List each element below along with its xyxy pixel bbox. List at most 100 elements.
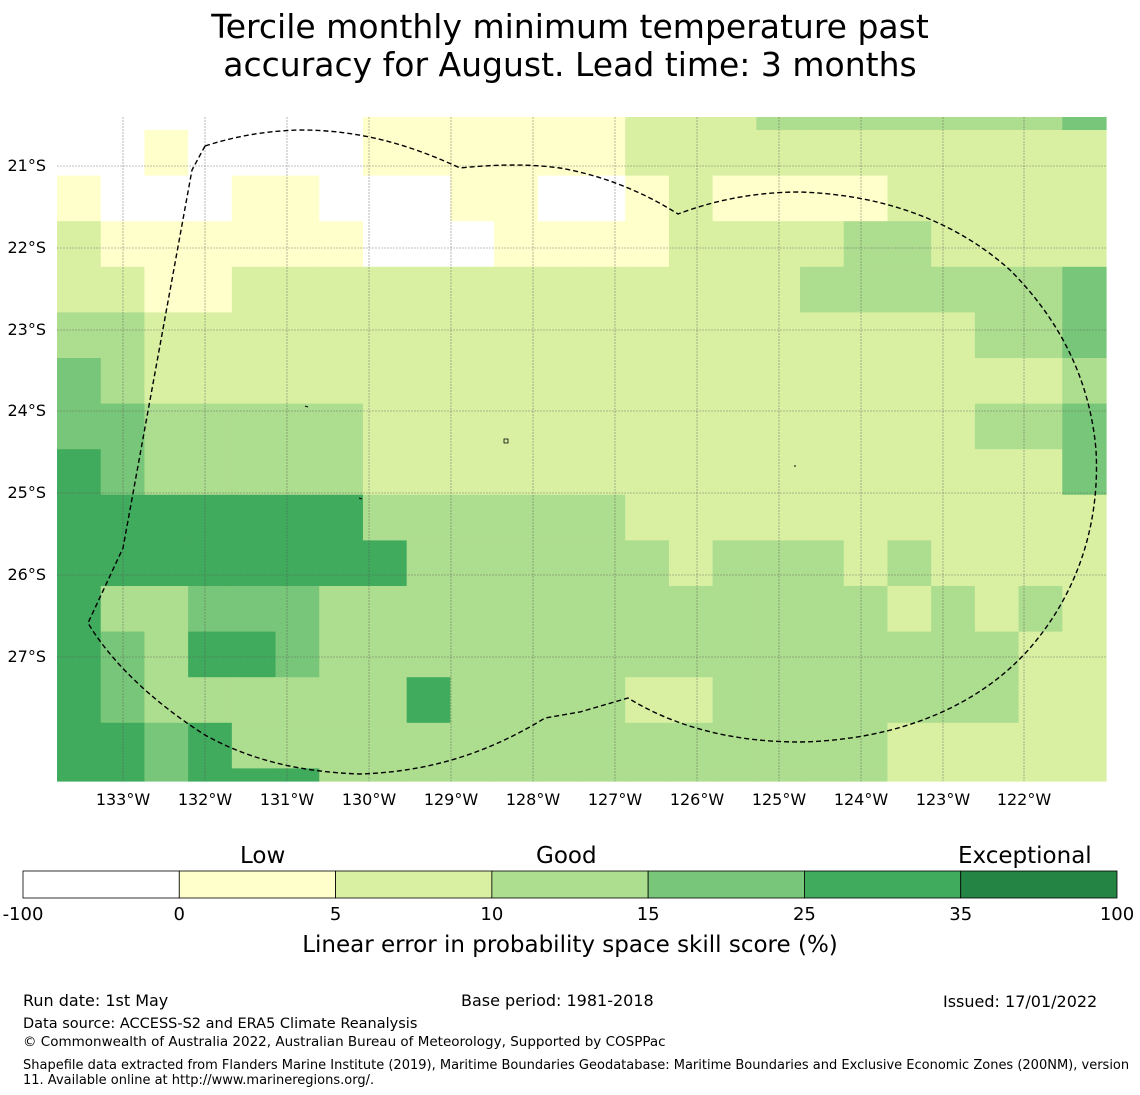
colorbar	[22, 870, 1118, 899]
grid-cell	[1062, 768, 1107, 782]
grid-cell	[974, 117, 1020, 131]
grid-cell	[625, 631, 670, 678]
grid-cell	[931, 130, 976, 177]
grid-cell	[756, 540, 801, 587]
grid-cell	[1018, 403, 1063, 450]
grid-cell	[843, 266, 889, 313]
grid-cell	[319, 266, 364, 313]
grid-cell	[843, 403, 889, 450]
grid-cell	[144, 768, 189, 782]
grid-cell	[581, 494, 626, 541]
grid-cell	[537, 768, 583, 782]
grid-cell	[931, 221, 976, 268]
grid-cell	[144, 266, 189, 313]
grid-cell	[494, 631, 539, 678]
grid-cell	[319, 631, 364, 678]
grid-cell	[319, 358, 364, 405]
colorbar-tick-label: 25	[793, 904, 816, 925]
grid-cell	[800, 175, 845, 222]
grid-cell	[668, 221, 714, 268]
grid-cell	[756, 312, 801, 359]
grid-cell	[537, 130, 583, 177]
grid-cell	[931, 175, 976, 222]
grid-cell	[974, 494, 1020, 541]
colorbar-segment	[335, 870, 493, 899]
grid-cell	[188, 586, 233, 633]
grid-cell	[756, 722, 801, 769]
grid-cell	[625, 722, 670, 769]
grid-cell	[144, 449, 189, 496]
grid-cell	[581, 722, 626, 769]
grid-cell	[188, 358, 233, 405]
grid-cell	[756, 117, 801, 131]
grid-cell	[231, 175, 277, 222]
grid-cell	[406, 677, 451, 724]
grid-cell	[450, 494, 495, 541]
grid-cell	[581, 358, 626, 405]
grid-cell	[712, 768, 757, 782]
grid-cell	[362, 175, 408, 222]
grid-cell	[668, 130, 714, 177]
grid-cell	[887, 677, 932, 724]
grid-cell	[1018, 117, 1063, 131]
latitude-labels: 21°S 22°S 23°S 24°S 25°S 26°S 27°S	[7, 156, 46, 666]
grid-cell	[800, 768, 845, 782]
grid-cell	[537, 677, 583, 724]
grid-cell	[319, 130, 364, 177]
grid-cell	[1018, 722, 1063, 769]
grid-cell	[57, 586, 102, 633]
grid-cell	[406, 117, 451, 131]
grid-cell	[188, 494, 233, 541]
grid-cell	[57, 221, 102, 268]
grid-cell	[887, 358, 932, 405]
grid-cell	[144, 586, 189, 633]
grid-cell	[756, 677, 801, 724]
colorbar-tick-label: 10	[480, 904, 503, 925]
grid-cell	[1018, 540, 1063, 587]
grid-cell	[756, 130, 801, 177]
grid-cell	[931, 117, 976, 131]
grid-cell	[756, 358, 801, 405]
grid-cell	[712, 449, 757, 496]
longitude-label: 123°W	[916, 790, 971, 809]
grid-cell	[712, 117, 757, 131]
grid-cell	[581, 768, 626, 782]
grid-cell	[231, 117, 277, 131]
grid-cell	[1062, 130, 1107, 177]
grid-cell	[974, 312, 1020, 359]
longitude-label: 125°W	[752, 790, 807, 809]
grid-cell	[362, 403, 408, 450]
grid-cell	[1018, 312, 1063, 359]
grid-cell	[450, 631, 495, 678]
grid-cell	[843, 358, 889, 405]
grid-cell	[362, 586, 408, 633]
grid-cell	[974, 358, 1020, 405]
grid-cell	[188, 117, 233, 131]
longitude-label: 130°W	[342, 790, 397, 809]
grid-cell	[362, 722, 408, 769]
eez-boundary	[87, 129, 1098, 775]
grid-cell	[625, 540, 670, 587]
grid-cell	[362, 494, 408, 541]
grid-cell	[712, 130, 757, 177]
grid-cell	[188, 312, 233, 359]
grid-cell	[144, 494, 189, 541]
grid-cell	[581, 117, 626, 131]
grid-cell	[1018, 175, 1063, 222]
grid-cell	[275, 768, 320, 782]
grid-cell	[494, 175, 539, 222]
grid-cell	[887, 768, 932, 782]
colorbar-tick-label: 100	[1100, 904, 1134, 925]
title-line-2: accuracy for August. Lead time: 3 months	[223, 45, 917, 84]
grid-cell	[144, 130, 189, 177]
title-line-1: Tercile monthly minimum temperature past	[211, 7, 929, 46]
grid-cell	[974, 722, 1020, 769]
issued-date: Issued: 17/01/2022	[943, 992, 1098, 1011]
grid-cell	[144, 631, 189, 678]
grid-cell	[974, 586, 1020, 633]
grid-cell	[144, 403, 189, 450]
grid-cell	[1062, 117, 1107, 131]
grid-cell	[1062, 494, 1107, 541]
grid-cell	[1062, 586, 1107, 633]
grid-cell	[406, 130, 451, 177]
